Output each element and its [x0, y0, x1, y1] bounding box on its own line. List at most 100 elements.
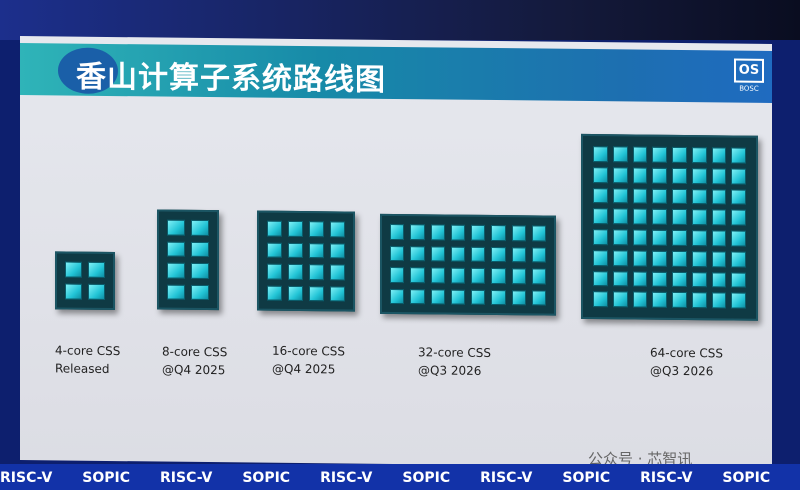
core-tile	[593, 229, 608, 245]
core-tile	[410, 224, 425, 240]
stage-backdrop	[0, 0, 800, 40]
core-tile	[491, 267, 506, 284]
core-tile	[672, 209, 687, 226]
core-tile	[652, 291, 667, 308]
core-tile	[632, 250, 648, 267]
core-tile	[88, 283, 105, 300]
bosc-logo: OS BOSC	[734, 58, 764, 99]
sponsor-logo: RISC-V	[640, 470, 693, 486]
core-tile	[330, 264, 345, 280]
core-tile	[471, 224, 486, 241]
core-tile	[531, 289, 546, 306]
sponsor-logo: RISC-V	[160, 470, 213, 486]
chip-label-label-line2: @Q4 2025	[162, 362, 226, 378]
core-tile	[191, 284, 209, 301]
core-tile	[309, 264, 324, 280]
core-tile	[288, 263, 303, 280]
core-tile	[691, 250, 707, 267]
core-tile	[471, 267, 486, 284]
core-tile	[731, 292, 746, 309]
title-banner: 香山计算子系统路线图 OS BOSC	[20, 43, 772, 103]
core-tile	[330, 285, 345, 302]
core-tile	[711, 209, 727, 226]
core-tile	[632, 208, 648, 225]
core-tile	[731, 189, 746, 205]
chip-label-label-line1: 64-core CSS	[650, 345, 724, 361]
chip-label: 8-core CSS @Q4 2025	[162, 343, 227, 380]
core-tile	[731, 168, 746, 185]
core-tile	[612, 291, 628, 308]
core-tile	[531, 225, 546, 242]
core-tile	[450, 246, 465, 262]
core-tile	[672, 292, 687, 309]
watermark: 公众号 · 芯智讯	[588, 450, 693, 468]
core-tile	[330, 221, 345, 237]
core-tile	[612, 208, 628, 225]
chip-64-core	[581, 133, 758, 321]
core-tile	[390, 223, 405, 240]
core-tile	[652, 250, 667, 267]
core-tile	[731, 230, 746, 247]
chip-4-core	[55, 251, 115, 311]
core-tile	[593, 291, 608, 308]
core-tile	[491, 224, 506, 241]
core-tile	[632, 167, 648, 184]
core-tile	[531, 246, 546, 263]
core-tile	[410, 288, 425, 305]
core-tile	[691, 167, 707, 184]
core-tile	[632, 146, 648, 163]
slide-title: 香山计算子系统路线图	[76, 59, 386, 98]
sponsor-logo: SOPIC	[242, 470, 291, 486]
core-tile	[593, 208, 608, 225]
core-tile	[491, 246, 506, 263]
chip-label: 32-core CSS @Q3 2026	[418, 343, 491, 380]
core-tile	[511, 225, 526, 241]
core-tile	[471, 289, 486, 305]
core-tile	[691, 230, 707, 247]
core-tile	[65, 283, 82, 300]
core-tile	[430, 267, 445, 284]
core-tile	[330, 242, 345, 259]
core-tile	[88, 261, 105, 278]
chip-label-label-line2: @Q3 2026	[418, 363, 482, 378]
core-tile	[691, 188, 707, 205]
core-tile	[711, 271, 727, 288]
core-tile	[612, 187, 628, 204]
core-tile	[691, 271, 707, 288]
core-tile	[731, 272, 746, 288]
core-tile	[652, 271, 667, 288]
core-tile	[450, 267, 465, 284]
core-tile	[430, 288, 445, 305]
core-tile	[711, 230, 727, 247]
core-tile	[652, 167, 667, 184]
chip-label-label-line1: 4-core CSS	[55, 343, 121, 359]
core-tile	[167, 262, 185, 279]
chip-16-core	[257, 210, 355, 312]
sponsor-logo: SOPIC	[722, 470, 771, 486]
core-tile	[612, 270, 628, 287]
core-tile	[309, 285, 324, 302]
core-tile	[511, 289, 526, 306]
core-tile	[612, 229, 628, 246]
core-tile	[531, 268, 546, 285]
core-tile	[288, 220, 303, 237]
core-tile	[672, 271, 687, 288]
slide: 香山计算子系统路线图 OS BOSC 4-core CSS Released 8-c…	[20, 36, 772, 468]
core-tile	[593, 146, 608, 162]
chip-label: 4-core CSS Released	[55, 341, 120, 378]
core-tile	[612, 250, 628, 266]
core-tile	[410, 267, 425, 283]
core-tile	[430, 245, 445, 262]
core-tile	[267, 220, 282, 237]
chip-32-core	[380, 213, 556, 316]
chip-label-label-line1: 32-core CSS	[418, 345, 492, 360]
sponsor-logo: SOPIC	[82, 470, 131, 486]
chip-label: 64-core CSS @Q3 2026	[650, 344, 723, 381]
core-tile	[410, 245, 425, 262]
core-tile	[731, 209, 746, 226]
core-tile	[731, 251, 746, 268]
sponsor-logo: SOPIC	[562, 470, 611, 486]
core-tile	[450, 224, 465, 241]
core-tile	[652, 229, 667, 246]
core-tile	[593, 270, 608, 287]
